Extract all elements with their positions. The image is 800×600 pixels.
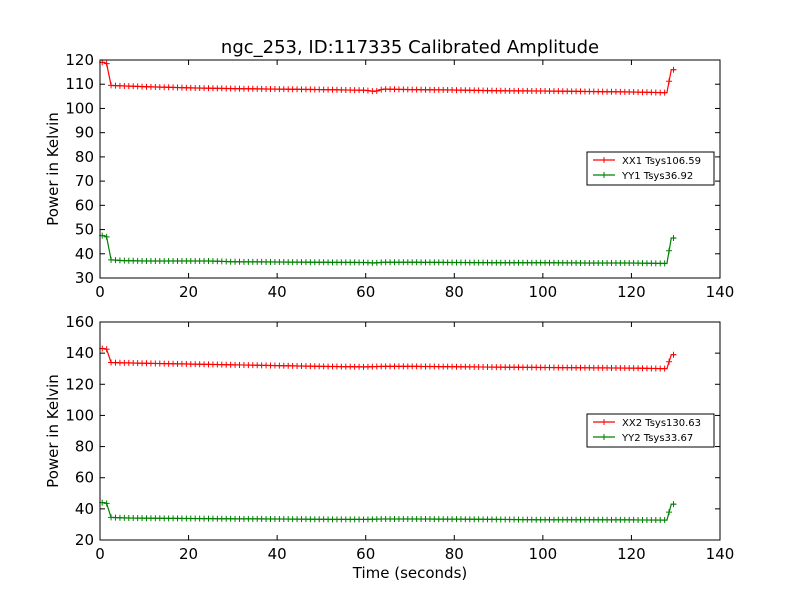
y-tick-label: 80: [75, 148, 94, 166]
data-point: [670, 66, 677, 73]
data-point: [103, 346, 110, 353]
data-point: [661, 517, 668, 524]
chart-title: ngc_253, ID:117335 Calibrated Amplitude: [221, 37, 599, 58]
y-tick-label: 60: [75, 469, 94, 487]
y-tick-label: 70: [75, 172, 94, 190]
data-point: [666, 78, 673, 85]
y-tick-label: 160: [65, 313, 94, 331]
y-tick-label: 60: [75, 196, 94, 214]
y-tick-label: 140: [65, 344, 94, 362]
y-axis-label: Power in Kelvin: [44, 112, 62, 226]
x-tick-label: 120: [617, 283, 646, 301]
data-point: [670, 501, 677, 508]
bottom-plot: 0 20 40 60 80 100 120 14020406080100120140160Po…: [44, 313, 734, 563]
x-tick-label: 20: [179, 545, 198, 563]
data-point: [364, 87, 371, 94]
y-tick-label: 100: [65, 406, 94, 424]
x-tick-label: 140: [706, 283, 735, 301]
x-tick-label: 40: [268, 283, 287, 301]
axes-frame: [99, 321, 721, 541]
legend: XX1 Tsys106.59 YY1 Tsys36.92: [586, 151, 715, 186]
data-point: [103, 500, 110, 507]
x-tick-label: 0: [95, 545, 105, 563]
x-tick-label: 80: [445, 545, 464, 563]
legend-box: [586, 413, 715, 448]
series-1: [99, 59, 677, 96]
data-point: [670, 235, 677, 242]
x-tick-label: 40: [268, 545, 287, 563]
y-tick-label: 40: [75, 245, 94, 263]
legend-label: XX1 Tsys106.59: [622, 156, 701, 167]
data-point: [378, 86, 385, 93]
legend-label: YY1 Tsys36.92: [621, 171, 693, 182]
x-tick-label: 80: [445, 283, 464, 301]
series-2: [99, 232, 677, 267]
x-tick-label: 140: [706, 545, 735, 563]
y-tick-label: 40: [75, 500, 94, 518]
legend-box: [586, 151, 715, 186]
y-tick-label: 90: [75, 124, 94, 142]
data-point: [661, 89, 668, 96]
y-axis-label: Power in Kelvin: [44, 374, 62, 488]
data-point: [666, 509, 673, 516]
x-tick-label: 100: [529, 545, 558, 563]
x-axis-label: Time (seconds): [352, 564, 468, 582]
series-1: [99, 345, 677, 372]
data-point: [670, 351, 677, 358]
data-point: [103, 233, 110, 240]
y-tick-label: 30: [75, 269, 94, 287]
y-tick-label: 80: [75, 438, 94, 456]
data-point: [666, 247, 673, 254]
legend-label: YY2 Tsys33.67: [621, 433, 693, 444]
x-tick-label: 20: [179, 283, 198, 301]
legend: XX2 Tsys130.63 YY2 Tsys33.67: [586, 413, 715, 448]
data-point: [661, 365, 668, 372]
y-tick-label: 110: [65, 75, 94, 93]
y-tick-label: 120: [65, 51, 94, 69]
x-tick-label: 100: [529, 283, 558, 301]
data-point: [373, 87, 380, 94]
x-tick-label: 60: [356, 545, 375, 563]
data-point: [103, 60, 110, 67]
legend-label: XX2 Tsys130.63: [622, 418, 701, 429]
y-tick-label: 120: [65, 375, 94, 393]
top-plot: 0 20 40 60 80 100 120 140 30 40 50 60 70 80 90 100 110 12…: [44, 51, 734, 301]
series-line: [102, 235, 676, 265]
y-tick-label: 20: [75, 531, 94, 549]
x-tick-label: 120: [617, 545, 646, 563]
y-tick-label: 50: [75, 221, 94, 239]
y-tick-label: 100: [65, 99, 94, 117]
series-2: [99, 499, 677, 524]
x-tick-label: 60: [356, 283, 375, 301]
data-point: [666, 358, 673, 365]
data-point: [661, 260, 668, 267]
x-tick-label: 0: [95, 283, 105, 301]
axes-frame: [99, 59, 721, 279]
